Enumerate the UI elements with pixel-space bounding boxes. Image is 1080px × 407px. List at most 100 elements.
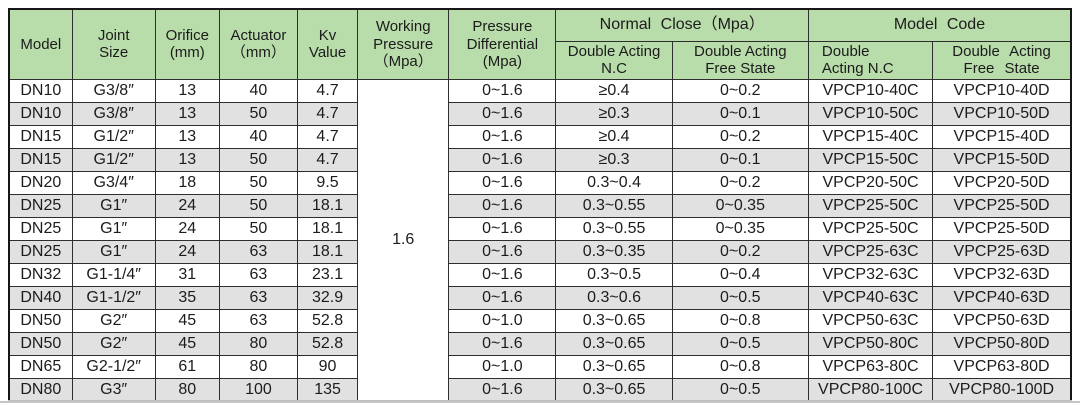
cell-actuator: 63 <box>218 285 299 310</box>
cell-orifice: 13 <box>154 101 220 126</box>
cell-nc-free-state: 0~0.1 <box>671 147 809 172</box>
cell-nc-double-acting: 0.3~0.35 <box>555 239 673 264</box>
cell-code-double-acting: VPCP25-50C <box>807 193 934 218</box>
subcol-header-code-double-acting: Double Acting N.C <box>807 40 934 80</box>
cell-joint-size: G1-1/4″ <box>71 262 156 287</box>
cell-pressure-differential: 0~1.6 <box>448 285 557 310</box>
cell-actuator: 50 <box>218 193 299 218</box>
table-row: DN10 G3/8″ 13 50 4.7 0~1.6 ≥0.3 0~0.1 VPCP10-50C… <box>8 101 1072 126</box>
table-row: DN25 G1″ 24 63 18.1 0~1.6 0.3~0.35 0~0.2 VPCP25-… <box>8 239 1072 264</box>
cell-code-double-acting: VPCP10-50C <box>807 101 934 126</box>
cell-actuator: 63 <box>218 308 299 333</box>
cell-pressure-differential: 0~1.6 <box>448 216 557 241</box>
cell-code-double-acting: VPCP32-63C <box>807 262 934 287</box>
col-header-pressure-differential: Pressure Differential (Mpa) <box>448 8 557 80</box>
cell-code-free-state: VPCP25-50D <box>932 193 1072 218</box>
cell-orifice: 24 <box>154 193 220 218</box>
subcol-header-code-free-state: Double Acting Free State <box>932 40 1072 80</box>
cell-pressure-differential: 0~1.6 <box>448 239 557 264</box>
cell-model: DN50 <box>8 331 73 356</box>
cell-nc-free-state: 0~0.2 <box>671 124 809 149</box>
cell-pressure-differential: 0~1.6 <box>448 78 557 103</box>
group-header-normal-close: Normal Close（Mpa） <box>555 8 809 42</box>
cell-model: DN50 <box>8 308 73 333</box>
cell-orifice: 61 <box>154 354 220 379</box>
cell-joint-size: G2-1/2″ <box>71 354 156 379</box>
table-row: DN40 G1-1/2″ 35 63 32.9 0~1.6 0.3~0.6 0~0.5 VPCP… <box>8 285 1072 310</box>
cell-joint-size: G1″ <box>71 239 156 264</box>
cell-pressure-differential: 0~1.0 <box>448 354 557 379</box>
cell-code-free-state: VPCP10-40D <box>932 78 1072 103</box>
cell-model: DN25 <box>8 239 73 264</box>
cell-actuator: 80 <box>218 331 299 356</box>
cell-model: DN32 <box>8 262 73 287</box>
cell-code-double-acting: VPCP25-50C <box>807 216 934 241</box>
cell-nc-free-state: 0~0.2 <box>671 239 809 264</box>
table-row: DN25 G1″ 24 50 18.1 0~1.6 0.3~0.55 0~0.35 VPCP25… <box>8 216 1072 241</box>
cell-actuator: 63 <box>218 262 299 287</box>
cell-code-free-state: VPCP15-50D <box>932 147 1072 172</box>
col-header-kv-value: Kv Value <box>296 8 359 80</box>
cell-model: DN25 <box>8 193 73 218</box>
header-row-subcolumns: Double Acting N.C Double Acting Free Sta… <box>9 40 1072 80</box>
table-body: DN10 G3/8″ 13 40 4.7 1.6 0~1.6 ≥0.4 0~0.2 VPCP10-… <box>8 78 1072 402</box>
cell-joint-size: G1″ <box>71 216 156 241</box>
cell-code-double-acting: VPCP63-80C <box>807 354 934 379</box>
cell-joint-size: G1/2″ <box>71 124 156 149</box>
cell-actuator: 50 <box>218 101 299 126</box>
cell-orifice: 31 <box>154 262 220 287</box>
cell-model: DN10 <box>8 78 73 103</box>
cell-code-double-acting: VPCP80-100C <box>807 377 934 402</box>
cell-nc-free-state: 0~0.2 <box>671 170 809 195</box>
cell-orifice: 24 <box>154 239 220 264</box>
cell-nc-double-acting: 0.3~0.55 <box>555 193 673 218</box>
cell-kv: 52.8 <box>296 331 359 356</box>
cell-code-double-acting: VPCP50-80C <box>807 331 934 356</box>
cell-code-double-acting: VPCP20-50C <box>807 170 934 195</box>
cell-actuator: 80 <box>218 354 299 379</box>
cell-nc-free-state: 0~0.8 <box>671 308 809 333</box>
cell-code-free-state: VPCP50-63D <box>932 308 1072 333</box>
cell-nc-double-acting: 0.3~0.55 <box>555 216 673 241</box>
cell-nc-double-acting: 0.3~0.65 <box>555 308 673 333</box>
cell-pressure-differential: 0~1.6 <box>448 124 557 149</box>
col-header-actuator: Actuator （mm） <box>218 8 299 80</box>
col-header-joint-size: Joint Size <box>71 8 156 80</box>
cell-orifice: 35 <box>154 285 220 310</box>
cell-joint-size: G2″ <box>71 308 156 333</box>
cell-nc-double-acting: ≥0.3 <box>555 147 673 172</box>
cell-actuator: 100 <box>218 377 299 402</box>
table-row: DN25 G1″ 24 50 18.1 0~1.6 0.3~0.55 0~0.35 VPCP25… <box>8 193 1072 218</box>
cell-nc-free-state: 0~0.4 <box>671 262 809 287</box>
cell-code-free-state: VPCP50-80D <box>932 331 1072 356</box>
cell-joint-size: G3/4″ <box>71 170 156 195</box>
cell-kv: 90 <box>296 354 359 379</box>
cell-kv: 52.8 <box>296 308 359 333</box>
cell-kv: 9.5 <box>296 170 359 195</box>
cell-pressure-differential: 0~1.6 <box>448 262 557 287</box>
cell-model: DN65 <box>8 354 73 379</box>
table-row: DN50 G2″ 45 80 52.8 0~1.6 0.3~0.65 0~0.5 VPCP50-… <box>8 331 1072 356</box>
cell-code-double-acting: VPCP15-40C <box>807 124 934 149</box>
cell-joint-size: G1″ <box>71 193 156 218</box>
cell-orifice: 13 <box>154 78 220 103</box>
cell-model: DN25 <box>8 216 73 241</box>
bottom-rule <box>0 401 1080 403</box>
table-row: DN32 G1-1/4″ 31 63 23.1 0~1.6 0.3~0.5 0~0.4 VPCP… <box>8 262 1072 287</box>
cell-nc-double-acting: ≥0.3 <box>555 101 673 126</box>
cell-kv: 18.1 <box>296 216 359 241</box>
cell-nc-double-acting: 0.3~0.65 <box>555 377 673 402</box>
cell-pressure-differential: 0~1.6 <box>448 170 557 195</box>
cell-code-double-acting: VPCP40-63C <box>807 285 934 310</box>
cell-pressure-differential: 0~1.6 <box>448 147 557 172</box>
cell-nc-free-state: 0~0.2 <box>671 78 809 103</box>
cell-pressure-differential: 0~1.6 <box>448 101 557 126</box>
cell-code-free-state: VPCP10-50D <box>932 101 1072 126</box>
cell-nc-double-acting: 0.3~0.65 <box>555 354 673 379</box>
cell-kv: 23.1 <box>296 262 359 287</box>
cell-kv: 32.9 <box>296 285 359 310</box>
table-row: DN15 G1/2″ 13 40 4.7 0~1.6 ≥0.4 0~0.2 VPCP15-40C… <box>8 124 1072 149</box>
cell-kv: 135 <box>296 377 359 402</box>
cell-kv: 4.7 <box>296 101 359 126</box>
cell-joint-size: G3″ <box>71 377 156 402</box>
